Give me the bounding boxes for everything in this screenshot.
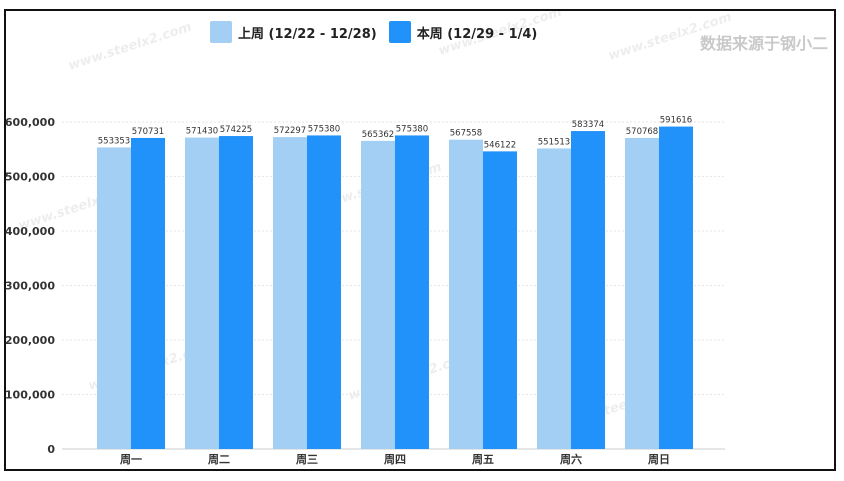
watermark-text: www.steelx2.com <box>67 20 194 74</box>
x-tick-label: 周三 <box>296 453 318 466</box>
y-tick-label: 400,000 <box>5 225 55 238</box>
bar-this-week[interactable] <box>483 151 517 449</box>
bar-prev-week[interactable] <box>97 147 131 449</box>
legend-swatch-prev-week <box>210 21 232 43</box>
x-tick-label: 周四 <box>384 453 406 466</box>
data-label-this-week: 546122 <box>484 140 516 150</box>
y-tick-label: 500,000 <box>5 171 55 184</box>
legend: 上周 (12/22 - 12/28) 本周 (12/29 - 1/4) <box>210 20 537 44</box>
source-note: 数据来源于钢小二 <box>699 34 828 53</box>
data-label-this-week: 575380 <box>396 124 428 134</box>
bar-this-week[interactable] <box>659 126 693 450</box>
legend-item-this-week[interactable]: 本周 (12/29 - 1/4) <box>388 21 538 43</box>
data-label-prev-week: 565362 <box>362 130 394 140</box>
data-label-this-week: 583374 <box>572 120 604 130</box>
bar-prev-week[interactable] <box>361 140 395 449</box>
y-tick-label: 300,000 <box>5 280 55 293</box>
data-label-prev-week: 567558 <box>450 129 482 139</box>
bar-this-week[interactable] <box>571 131 605 450</box>
data-label-prev-week: 551513 <box>538 137 570 147</box>
data-label-prev-week: 571430 <box>186 127 218 137</box>
watermark-text: www.steelx2.com <box>607 10 734 64</box>
bar-this-week[interactable] <box>307 135 341 449</box>
x-tick-label: 周五 <box>472 453 494 466</box>
bar-prev-week[interactable] <box>449 139 483 449</box>
data-label-prev-week: 570768 <box>626 127 658 137</box>
bar-prev-week[interactable] <box>625 137 659 449</box>
legend-label-this-week: 本周 (12/29 - 1/4) <box>416 26 538 42</box>
bar-this-week[interactable] <box>131 137 165 449</box>
data-label-this-week: 591616 <box>660 116 692 126</box>
bar-prev-week[interactable] <box>273 137 307 449</box>
data-label-prev-week: 572297 <box>274 126 306 136</box>
x-tick-label: 周一 <box>120 453 142 466</box>
y-tick-label: 600,000 <box>5 116 55 129</box>
y-tick-label: 0 <box>47 443 55 456</box>
y-tick-label: 100,000 <box>5 389 55 402</box>
bar-this-week[interactable] <box>219 136 253 450</box>
data-label-this-week: 570731 <box>132 127 164 137</box>
bar-prev-week[interactable] <box>185 137 219 449</box>
bar-this-week[interactable] <box>395 135 429 449</box>
data-label-prev-week: 553353 <box>98 136 130 146</box>
watermark-text: www.steelx2.com <box>437 5 564 59</box>
bar-prev-week[interactable] <box>537 148 571 449</box>
data-label-this-week: 574225 <box>220 125 252 135</box>
data-label-this-week: 575380 <box>308 124 340 134</box>
legend-label-prev-week: 上周 (12/22 - 12/28) <box>238 26 377 42</box>
x-tick-label: 周二 <box>208 453 230 466</box>
legend-item-prev-week[interactable]: 上周 (12/22 - 12/28) <box>210 21 377 43</box>
x-tick-label: 周六 <box>560 452 582 466</box>
legend-swatch-this-week <box>388 21 411 43</box>
y-tick-label: 200,000 <box>5 334 55 347</box>
x-tick-label: 周日 <box>648 453 670 466</box>
